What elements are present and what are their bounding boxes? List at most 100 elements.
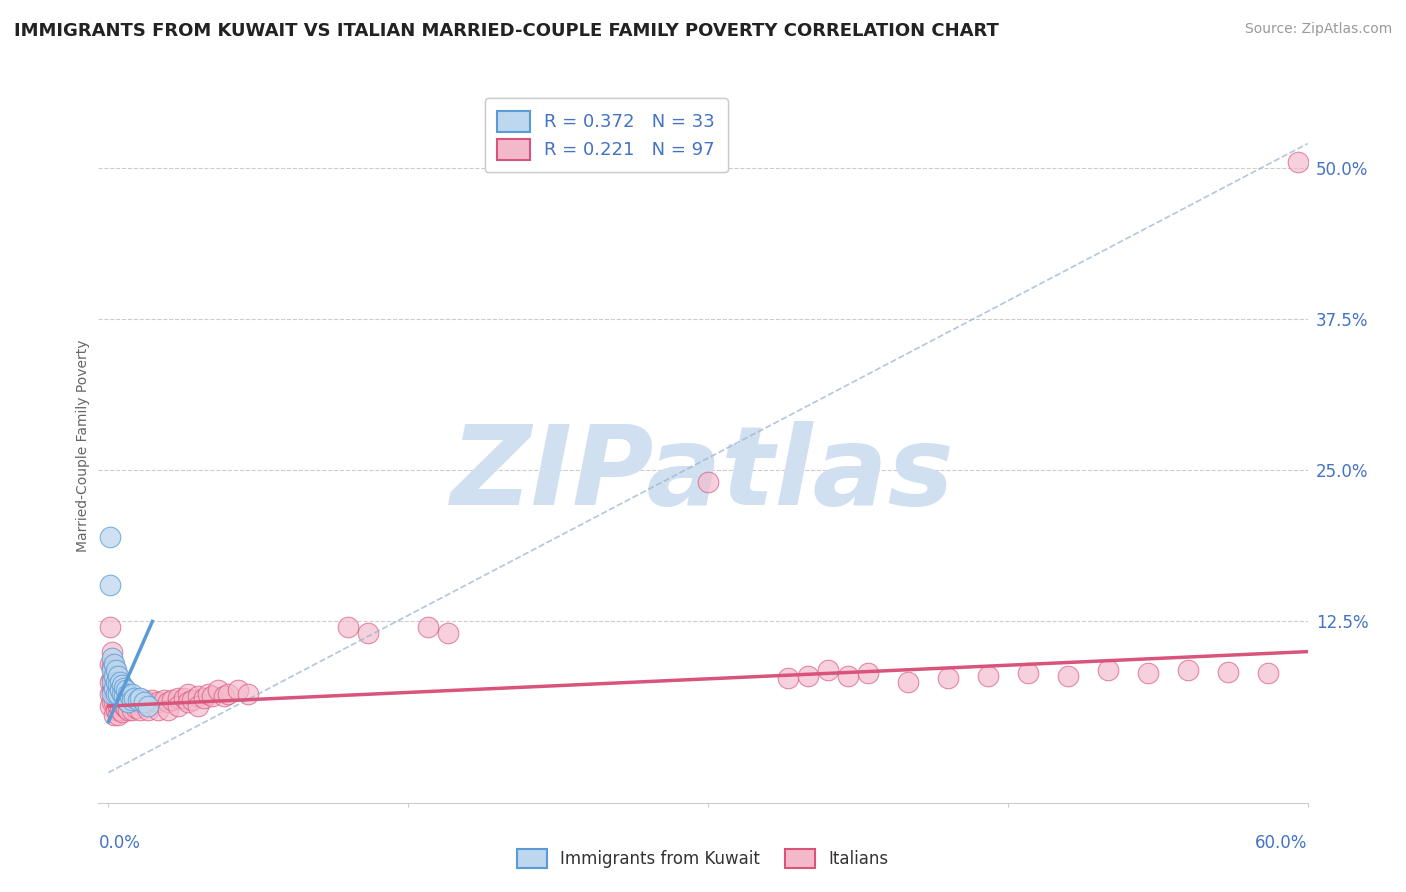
Point bbox=[105, 666, 128, 681]
Point bbox=[148, 703, 170, 717]
Point bbox=[117, 687, 139, 701]
Point bbox=[120, 690, 142, 704]
Point bbox=[357, 626, 380, 640]
Point bbox=[167, 690, 190, 705]
Point bbox=[187, 690, 209, 704]
Y-axis label: Married-Couple Family Poverty: Married-Couple Family Poverty bbox=[76, 340, 90, 552]
Point bbox=[107, 669, 129, 683]
Point bbox=[129, 695, 152, 709]
Point bbox=[157, 703, 180, 717]
Point bbox=[103, 683, 125, 698]
Text: 60.0%: 60.0% bbox=[1256, 834, 1308, 852]
Point bbox=[1257, 666, 1279, 681]
Point bbox=[110, 683, 132, 698]
Point bbox=[101, 695, 124, 709]
Point bbox=[138, 699, 160, 714]
Point bbox=[1136, 666, 1159, 681]
Point bbox=[103, 681, 125, 695]
Point bbox=[107, 687, 129, 701]
Point bbox=[110, 683, 132, 698]
Point bbox=[697, 475, 720, 490]
Point bbox=[121, 693, 143, 707]
Legend: Immigrants from Kuwait, Italians: Immigrants from Kuwait, Italians bbox=[510, 842, 896, 875]
Point bbox=[167, 699, 190, 714]
Point bbox=[1177, 663, 1199, 677]
Point bbox=[100, 530, 122, 544]
Point bbox=[101, 663, 124, 677]
Point bbox=[125, 693, 148, 707]
Point bbox=[117, 695, 139, 709]
Point bbox=[112, 699, 135, 714]
Point bbox=[897, 674, 920, 689]
Text: IMMIGRANTS FROM KUWAIT VS ITALIAN MARRIED-COUPLE FAMILY POVERTY CORRELATION CHAR: IMMIGRANTS FROM KUWAIT VS ITALIAN MARRIE… bbox=[14, 22, 998, 40]
Point bbox=[103, 669, 125, 683]
Point bbox=[129, 703, 152, 717]
Point bbox=[105, 690, 128, 705]
Point bbox=[173, 690, 195, 705]
Point bbox=[100, 620, 122, 634]
Point bbox=[157, 695, 180, 709]
Point bbox=[105, 703, 128, 717]
Point bbox=[776, 671, 799, 685]
Point bbox=[1097, 663, 1119, 677]
Point bbox=[121, 703, 143, 717]
Point bbox=[187, 699, 209, 714]
Point bbox=[124, 690, 146, 705]
Point bbox=[177, 687, 200, 701]
Point bbox=[105, 687, 128, 701]
Point bbox=[111, 687, 134, 701]
Point bbox=[797, 669, 820, 683]
Point bbox=[201, 690, 224, 704]
Point bbox=[856, 666, 879, 681]
Point bbox=[193, 690, 215, 705]
Point bbox=[103, 659, 125, 673]
Point bbox=[117, 695, 139, 709]
Point bbox=[977, 669, 1000, 683]
Point bbox=[105, 663, 128, 677]
Point bbox=[112, 681, 135, 695]
Point bbox=[115, 683, 138, 698]
Point bbox=[111, 678, 134, 692]
Point bbox=[101, 645, 124, 659]
Point bbox=[1056, 669, 1078, 683]
Point bbox=[197, 687, 219, 701]
Point bbox=[115, 693, 138, 707]
Point bbox=[110, 693, 132, 707]
Point bbox=[337, 620, 360, 634]
Point bbox=[1216, 665, 1239, 680]
Point bbox=[214, 690, 236, 704]
Point bbox=[1017, 666, 1039, 681]
Point bbox=[125, 701, 148, 715]
Point bbox=[418, 620, 440, 634]
Point bbox=[111, 687, 134, 701]
Point bbox=[217, 687, 239, 701]
Point bbox=[121, 695, 143, 709]
Legend: R = 0.372   N = 33, R = 0.221   N = 97: R = 0.372 N = 33, R = 0.221 N = 97 bbox=[485, 98, 728, 172]
Point bbox=[437, 626, 460, 640]
Point bbox=[148, 695, 170, 709]
Point bbox=[162, 693, 184, 707]
Point bbox=[101, 650, 124, 665]
Point bbox=[100, 687, 122, 701]
Point bbox=[127, 693, 149, 707]
Point bbox=[101, 659, 124, 673]
Point bbox=[107, 674, 129, 689]
Point bbox=[228, 683, 250, 698]
Point bbox=[117, 703, 139, 717]
Point bbox=[112, 690, 135, 705]
Point bbox=[207, 683, 229, 698]
Point bbox=[121, 687, 143, 701]
Point bbox=[134, 695, 156, 709]
Point bbox=[115, 693, 138, 707]
Point bbox=[107, 678, 129, 692]
Point bbox=[111, 705, 134, 719]
Point bbox=[110, 674, 132, 689]
Point bbox=[141, 693, 163, 707]
Point bbox=[101, 674, 124, 689]
Point bbox=[936, 671, 959, 685]
Point bbox=[107, 687, 129, 701]
Text: Source: ZipAtlas.com: Source: ZipAtlas.com bbox=[1244, 22, 1392, 37]
Point bbox=[103, 707, 125, 722]
Point bbox=[238, 687, 260, 701]
Point bbox=[105, 678, 128, 692]
